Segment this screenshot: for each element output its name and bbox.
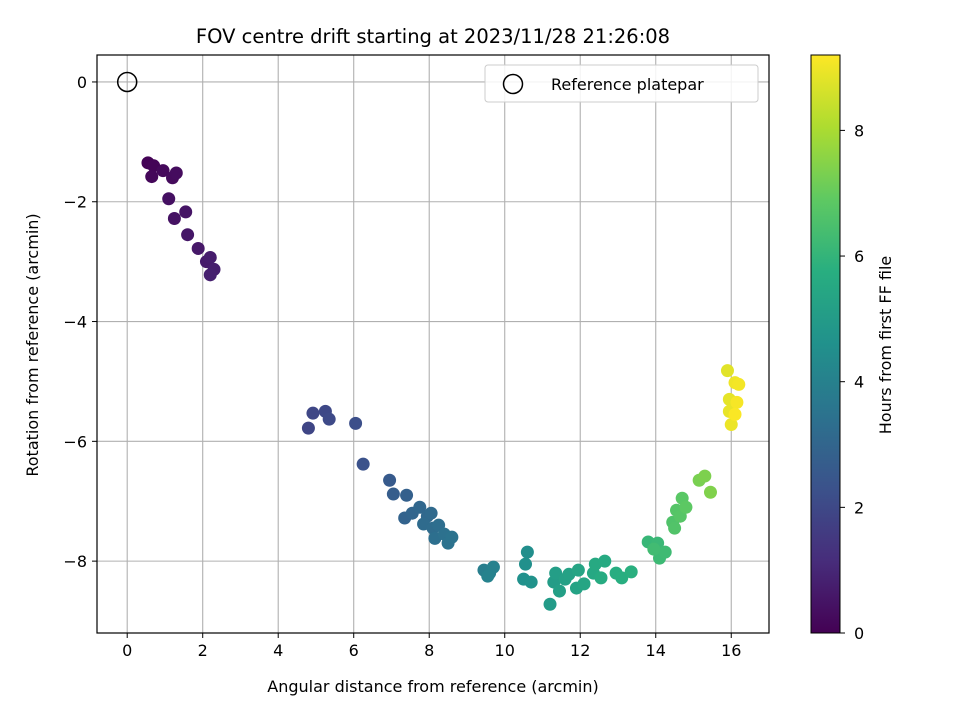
data-point [322, 412, 336, 426]
data-point [720, 364, 734, 378]
colorbar-tick-label: 6 [854, 247, 864, 266]
data-point [518, 557, 532, 571]
data-point [349, 416, 363, 430]
y-tick-label: −6 [63, 432, 87, 451]
data-point [356, 457, 370, 471]
data-point [598, 554, 612, 568]
y-tick-label: −4 [63, 313, 87, 332]
data-point [162, 192, 176, 206]
x-tick-label: 4 [273, 641, 283, 660]
data-point [167, 212, 181, 226]
legend-marker [502, 73, 524, 95]
data-point [571, 563, 585, 577]
colorbar-tick-label: 0 [854, 624, 864, 643]
colorbar-tick-label: 4 [854, 373, 864, 392]
x-axis-label: Angular distance from reference (arcmin) [267, 677, 598, 696]
data-point [679, 500, 693, 514]
data-point [156, 164, 170, 178]
colorbar: 0 2 4 6 8 Hours from first FF file [810, 54, 895, 643]
data-point [703, 485, 717, 499]
data-point [179, 205, 193, 219]
legend: Reference platepar [484, 64, 759, 103]
x-tick-label: 0 [122, 641, 132, 660]
x-tick-label: 10 [495, 641, 515, 660]
colorbar-gradient [810, 54, 841, 634]
data-point [383, 473, 397, 487]
data-point [724, 418, 738, 432]
data-point [181, 228, 195, 242]
data-points [141, 156, 746, 611]
data-point [552, 584, 566, 598]
data-point [615, 571, 629, 585]
data-point [520, 545, 534, 559]
plot-frame [96, 54, 770, 634]
x-tick-label: 6 [349, 641, 359, 660]
y-tick-label: −8 [63, 552, 87, 571]
x-tick-label: 2 [198, 641, 208, 660]
data-point [577, 577, 591, 591]
data-point [543, 597, 557, 611]
x-tick-label: 16 [721, 641, 741, 660]
x-tick-label: 14 [646, 641, 666, 660]
data-point [301, 421, 315, 435]
grid [97, 55, 769, 633]
x-tick-label: 12 [570, 641, 590, 660]
y-axis-label: Rotation from reference (arcmin) [23, 213, 42, 476]
y-tick-label: −2 [63, 193, 87, 212]
data-point [481, 569, 495, 583]
data-point [386, 487, 400, 501]
data-point [698, 469, 712, 483]
data-point [658, 545, 672, 559]
data-point [413, 500, 427, 514]
chart-title: FOV centre drift starting at 2023/11/28 … [196, 25, 670, 48]
data-point [647, 542, 661, 556]
data-point [549, 566, 563, 580]
colorbar-ticks: 0 2 4 6 8 [840, 121, 864, 643]
y-axis-ticks: 0 −2 −4 −6 −8 [63, 73, 97, 571]
legend-label: Reference platepar [551, 75, 704, 94]
data-point [524, 575, 538, 589]
data-point [203, 268, 217, 282]
data-point [306, 406, 320, 420]
legend-box [484, 64, 759, 103]
x-tick-label: 8 [424, 641, 434, 660]
x-axis-ticks: 0 2 4 6 8 10 12 14 16 [122, 633, 741, 660]
data-point [728, 407, 742, 421]
data-point [624, 565, 638, 579]
colorbar-tick-label: 2 [854, 498, 864, 517]
colorbar-label: Hours from first FF file [876, 256, 895, 435]
data-point [400, 488, 414, 502]
data-point [445, 530, 459, 544]
data-point [730, 395, 744, 409]
data-point [424, 506, 438, 520]
data-point [732, 377, 746, 391]
data-point [668, 521, 682, 535]
data-point [145, 170, 159, 184]
data-point [169, 166, 183, 180]
y-tick-label: 0 [77, 73, 87, 92]
data-point [594, 571, 608, 585]
data-point [191, 241, 205, 255]
reference-platepar-marker [116, 71, 138, 93]
colorbar-tick-label: 8 [854, 121, 864, 140]
data-point [203, 250, 217, 264]
